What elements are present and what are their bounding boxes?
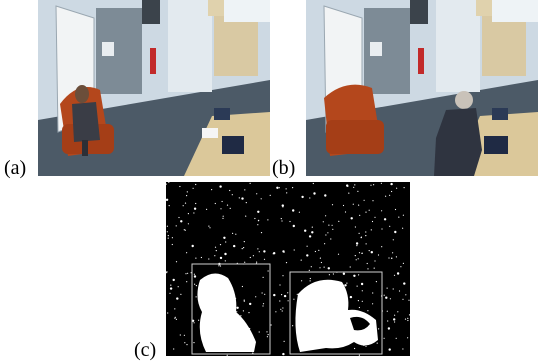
motion-mask-image (166, 182, 410, 356)
office-photo-standing (306, 0, 538, 176)
panel-label-b: (b) (272, 157, 296, 179)
detection-box-right (289, 271, 383, 355)
panel-label-c: (c) (134, 339, 157, 361)
photo-panel-a (38, 0, 270, 176)
mask-panel-c (166, 182, 410, 356)
detection-box-left (191, 263, 271, 355)
office-photo-seated (38, 0, 270, 176)
panel-label-a: (a) (4, 157, 27, 179)
foreground-blob-seated (197, 273, 256, 352)
photo-panel-b (306, 0, 538, 176)
foreground-blob-standing (295, 279, 378, 352)
